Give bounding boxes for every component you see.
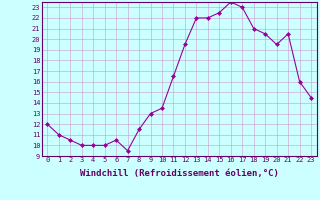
X-axis label: Windchill (Refroidissement éolien,°C): Windchill (Refroidissement éolien,°C) — [80, 169, 279, 178]
